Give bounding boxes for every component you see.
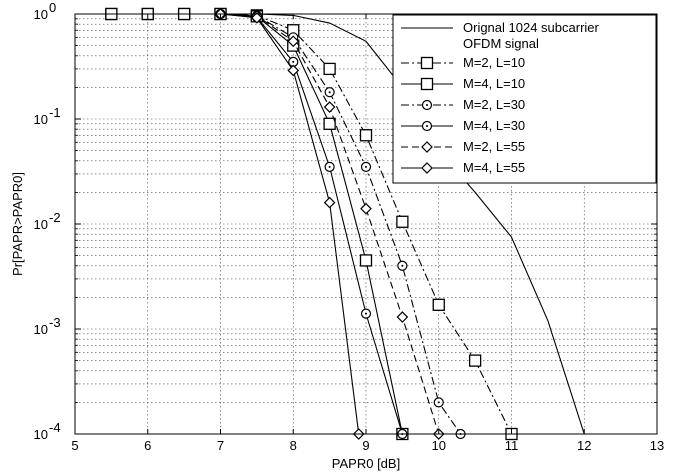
data-point	[359, 254, 373, 267]
series-line	[220, 13, 462, 435]
x-tick-label: 12	[577, 438, 591, 453]
x-tick-label: 9	[362, 438, 369, 453]
y-tick-exponent: -1	[49, 105, 61, 120]
legend-swatch-marker	[420, 56, 434, 70]
y-tick-label: 10	[34, 112, 48, 127]
y-tick-label: 10	[34, 427, 48, 442]
data-point	[360, 202, 372, 215]
y-tick-exponent: -3	[49, 315, 61, 330]
x-tick-label: 10	[432, 438, 446, 453]
x-tick-label: 7	[217, 438, 224, 453]
data-point-center	[365, 312, 367, 315]
legend-entry-label: M=2, L=10	[463, 55, 525, 70]
x-axis-label: PAPR0 [dB]	[332, 456, 400, 471]
data-point	[323, 196, 336, 209]
x-tick-label: 13	[650, 438, 664, 453]
legend-entry-label: M=4, L=30	[463, 118, 525, 133]
legend-entry-label: M=4, L=55	[463, 160, 525, 175]
legend-swatch-marker-center	[426, 104, 428, 106]
legend-entry-label: OFDM signal	[463, 36, 539, 51]
data-point-center	[401, 264, 404, 267]
data-point-center	[328, 165, 331, 168]
data-point	[323, 117, 336, 130]
legend-entry-label: Orignal 1024 subcarrier	[463, 20, 600, 35]
y-tick-exponent: -4	[49, 420, 61, 435]
x-tick-label: 5	[71, 438, 78, 453]
legend-swatch-marker	[421, 141, 433, 153]
y-tick-exponent: 0	[49, 0, 56, 15]
data-point	[287, 35, 300, 48]
data-point-center	[437, 401, 440, 404]
data-point-center	[365, 165, 367, 168]
x-tick-label: 11	[505, 438, 519, 453]
y-tick-exponent: -2	[49, 210, 61, 225]
y-tick-label: 10	[34, 7, 48, 22]
legend-entry-label: M=2, L=55	[463, 139, 525, 154]
data-point	[287, 64, 300, 77]
data-point	[359, 129, 373, 142]
x-tick-label: 6	[144, 438, 151, 453]
data-point	[251, 11, 263, 24]
legend-swatch-marker	[420, 77, 434, 91]
legend-entry-label: M=2, L=30	[463, 97, 525, 112]
data-point	[396, 215, 409, 228]
data-point-center	[328, 91, 331, 94]
y-axis-label: Pr[PAPR>PAPR0]	[10, 172, 25, 276]
data-point	[432, 298, 445, 311]
x-tick-label: 8	[290, 438, 297, 453]
y-tick-label: 10	[34, 217, 48, 232]
data-point-center	[292, 60, 295, 63]
data-point	[396, 311, 409, 323]
legend-box	[392, 14, 657, 184]
legend-swatch-marker	[421, 162, 433, 174]
legend-swatch-marker-center	[426, 125, 428, 127]
data-point	[323, 101, 336, 113]
data-point	[323, 62, 336, 76]
data-point	[468, 354, 482, 367]
y-tick-label: 10	[34, 322, 48, 337]
legend-entry-label: M=4, L=10	[463, 76, 525, 91]
